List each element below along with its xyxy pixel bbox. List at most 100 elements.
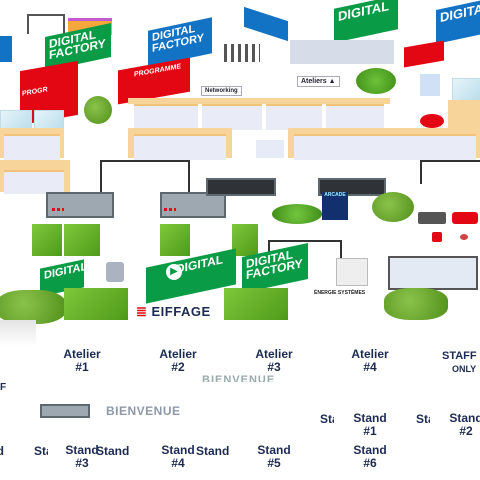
stand-5-line1: Stand: [257, 443, 291, 457]
bush-right: [384, 288, 448, 320]
glass-panel: [452, 78, 480, 102]
atelier-4-line1: Atelier: [351, 347, 389, 361]
tv-dots-icon: [52, 208, 64, 211]
plant-icon-2: [84, 96, 112, 124]
stand-2-line1: Stand: [449, 411, 480, 425]
red-robot-icon: [420, 114, 444, 128]
grass-patch-1: [32, 224, 62, 256]
stand-4-line2: #4: [171, 456, 185, 470]
stand-fragment-e: Stand: [196, 444, 230, 456]
plant-icon-4: [372, 192, 414, 222]
atelier-3-line2: #3: [267, 360, 281, 374]
stand-2-line2: #2: [459, 424, 473, 438]
desk-panel-a: [134, 104, 198, 130]
grass-patch-3: [160, 224, 190, 256]
eiffage-logo: ≣ EIFFAGE: [136, 304, 211, 319]
play-icon[interactable]: ▶: [166, 264, 182, 280]
stand-3-line2: #3: [75, 456, 89, 470]
staff-line2: ONLY: [452, 364, 477, 374]
eiffage-text: EIFFAGE: [151, 304, 211, 319]
blue-panel: [244, 6, 288, 42]
atelier-1-line1: Atelier: [63, 347, 101, 361]
tv-dots-icon-2: [164, 208, 176, 211]
staff-line1: STAFF: [442, 350, 477, 362]
desk-panel-c: [266, 104, 322, 130]
atelier-1-label[interactable]: Atelier #1: [47, 348, 117, 374]
atelier-2-line2: #2: [171, 360, 185, 374]
railing-icon: [224, 44, 260, 62]
red-mug-icon: [432, 232, 442, 242]
f-fragment: F: [0, 382, 7, 393]
ateliers-sign: Ateliers ▲: [297, 76, 340, 87]
desk-panel-d: [326, 104, 384, 130]
atelier-2-line1: Atelier: [159, 347, 197, 361]
stand-6-line1: Stand: [353, 443, 387, 457]
sketch-banner: [290, 40, 394, 64]
atelier-1-line2: #1: [75, 360, 89, 374]
energie-logo-icon: [336, 258, 368, 286]
screen-frame-top: [100, 160, 190, 194]
blue-edge: [0, 36, 12, 62]
stand-fragment-d: Stand: [96, 444, 130, 456]
stand-1-label[interactable]: Stand #1: [335, 412, 405, 438]
desk-panel-b: [202, 104, 262, 130]
desk-top: [128, 98, 390, 104]
stand-6-label[interactable]: Stand #6: [335, 444, 405, 470]
desk-row3-b-panel: [134, 134, 226, 160]
desk-right: [448, 100, 480, 128]
digital-sign-play: DIGITAL: [146, 248, 236, 304]
energie-label: ÉNERGIE SYSTÈMES: [314, 290, 366, 296]
stand-fragment-b: Stand: [416, 412, 430, 424]
monitor-frame: [268, 240, 342, 258]
atelier-2-label[interactable]: Atelier #2: [143, 348, 213, 374]
monitor-bottom: [40, 404, 90, 418]
stand-6-line2: #6: [363, 456, 377, 470]
robot-arm-icon: [106, 262, 124, 282]
grey-shadow: [0, 320, 36, 346]
stand-5-label[interactable]: Stand #5: [239, 444, 309, 470]
tv-screen-2: [160, 192, 226, 218]
grass-patch-2: [64, 224, 100, 256]
stand-1-line1: Stand: [353, 411, 387, 425]
stand-1-line2: #1: [363, 424, 377, 438]
cup-icon: [460, 234, 468, 240]
bienvenue-text: BIENVENUE: [106, 404, 181, 418]
plant-icon: [356, 68, 396, 94]
stand-fragment-a: Stand: [320, 412, 334, 424]
red-banner-right: [404, 40, 444, 68]
monitor-screen-2: [318, 178, 386, 196]
networking-sign: Networking: [201, 86, 242, 96]
desk-row3-a-panel: [4, 134, 60, 160]
stand-3-line1: Stand: [65, 443, 99, 457]
atelier-4-label[interactable]: Atelier #4: [335, 348, 405, 374]
desk-row3-d-panel: [4, 170, 64, 194]
large-screen: [388, 256, 478, 290]
atelier-3-line1: Atelier: [255, 347, 293, 361]
grass-strip: [64, 288, 128, 320]
stand-4-line1: Stand: [161, 443, 195, 457]
bienvenue-top-text: BIENVENUE: [202, 374, 276, 382]
stand-3-label[interactable]: Stand #3: [47, 444, 117, 470]
staff-only-label: STAFF ONLY: [442, 350, 480, 376]
atelier-3-label[interactable]: Atelier #3: [239, 348, 309, 374]
stand-fragment-c: Stand: [34, 444, 48, 456]
arcade-machine-icon: ARCADE: [322, 192, 348, 220]
digital-sign-top-blue: DIGITAL: [436, 0, 480, 44]
stand-2-label[interactable]: Stand #2: [431, 412, 480, 438]
dark-box: [418, 212, 446, 224]
grass-strip-2: [224, 288, 288, 320]
stand-fragment-f: Stand: [0, 444, 4, 456]
screen-frame-right: [420, 160, 480, 184]
atelier-4-line2: #4: [363, 360, 377, 374]
stand-4-label[interactable]: Stand #4: [143, 444, 213, 470]
blue-square: [420, 74, 440, 96]
monitor-screen: [206, 178, 276, 196]
tv-screen-1: [46, 192, 114, 218]
plant-icon-3: [272, 204, 322, 224]
stand-5-line2: #5: [267, 456, 281, 470]
digital-sign-top: DIGITAL: [334, 0, 398, 43]
light-panel: [256, 140, 284, 158]
grass-patch-4: [232, 224, 258, 256]
stage-frame: [27, 14, 65, 34]
bush-left: [0, 290, 66, 324]
